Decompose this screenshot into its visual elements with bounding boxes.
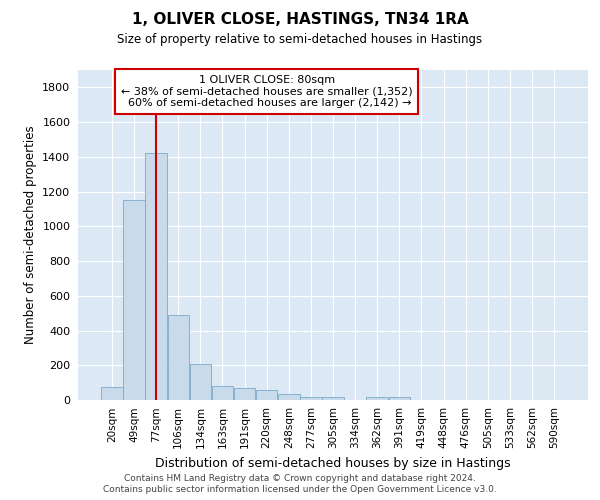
Y-axis label: Number of semi-detached properties: Number of semi-detached properties — [23, 126, 37, 344]
Bar — [278, 394, 299, 400]
Text: Size of property relative to semi-detached houses in Hastings: Size of property relative to semi-detach… — [118, 32, 482, 46]
Text: 1 OLIVER CLOSE: 80sqm
← 38% of semi-detached houses are smaller (1,352)
  60% of: 1 OLIVER CLOSE: 80sqm ← 38% of semi-deta… — [121, 75, 413, 108]
Bar — [322, 398, 344, 400]
Bar — [300, 396, 322, 400]
X-axis label: Distribution of semi-detached houses by size in Hastings: Distribution of semi-detached houses by … — [155, 456, 511, 469]
Text: 1, OLIVER CLOSE, HASTINGS, TN34 1RA: 1, OLIVER CLOSE, HASTINGS, TN34 1RA — [131, 12, 469, 28]
Bar — [212, 386, 233, 400]
Text: Contains HM Land Registry data © Crown copyright and database right 2024.
Contai: Contains HM Land Registry data © Crown c… — [103, 474, 497, 494]
Bar — [190, 364, 211, 400]
Bar — [101, 387, 122, 400]
Bar — [256, 390, 277, 400]
Bar — [167, 315, 189, 400]
Bar — [367, 398, 388, 400]
Bar — [123, 200, 145, 400]
Bar — [145, 154, 167, 400]
Bar — [234, 388, 255, 400]
Bar — [389, 398, 410, 400]
